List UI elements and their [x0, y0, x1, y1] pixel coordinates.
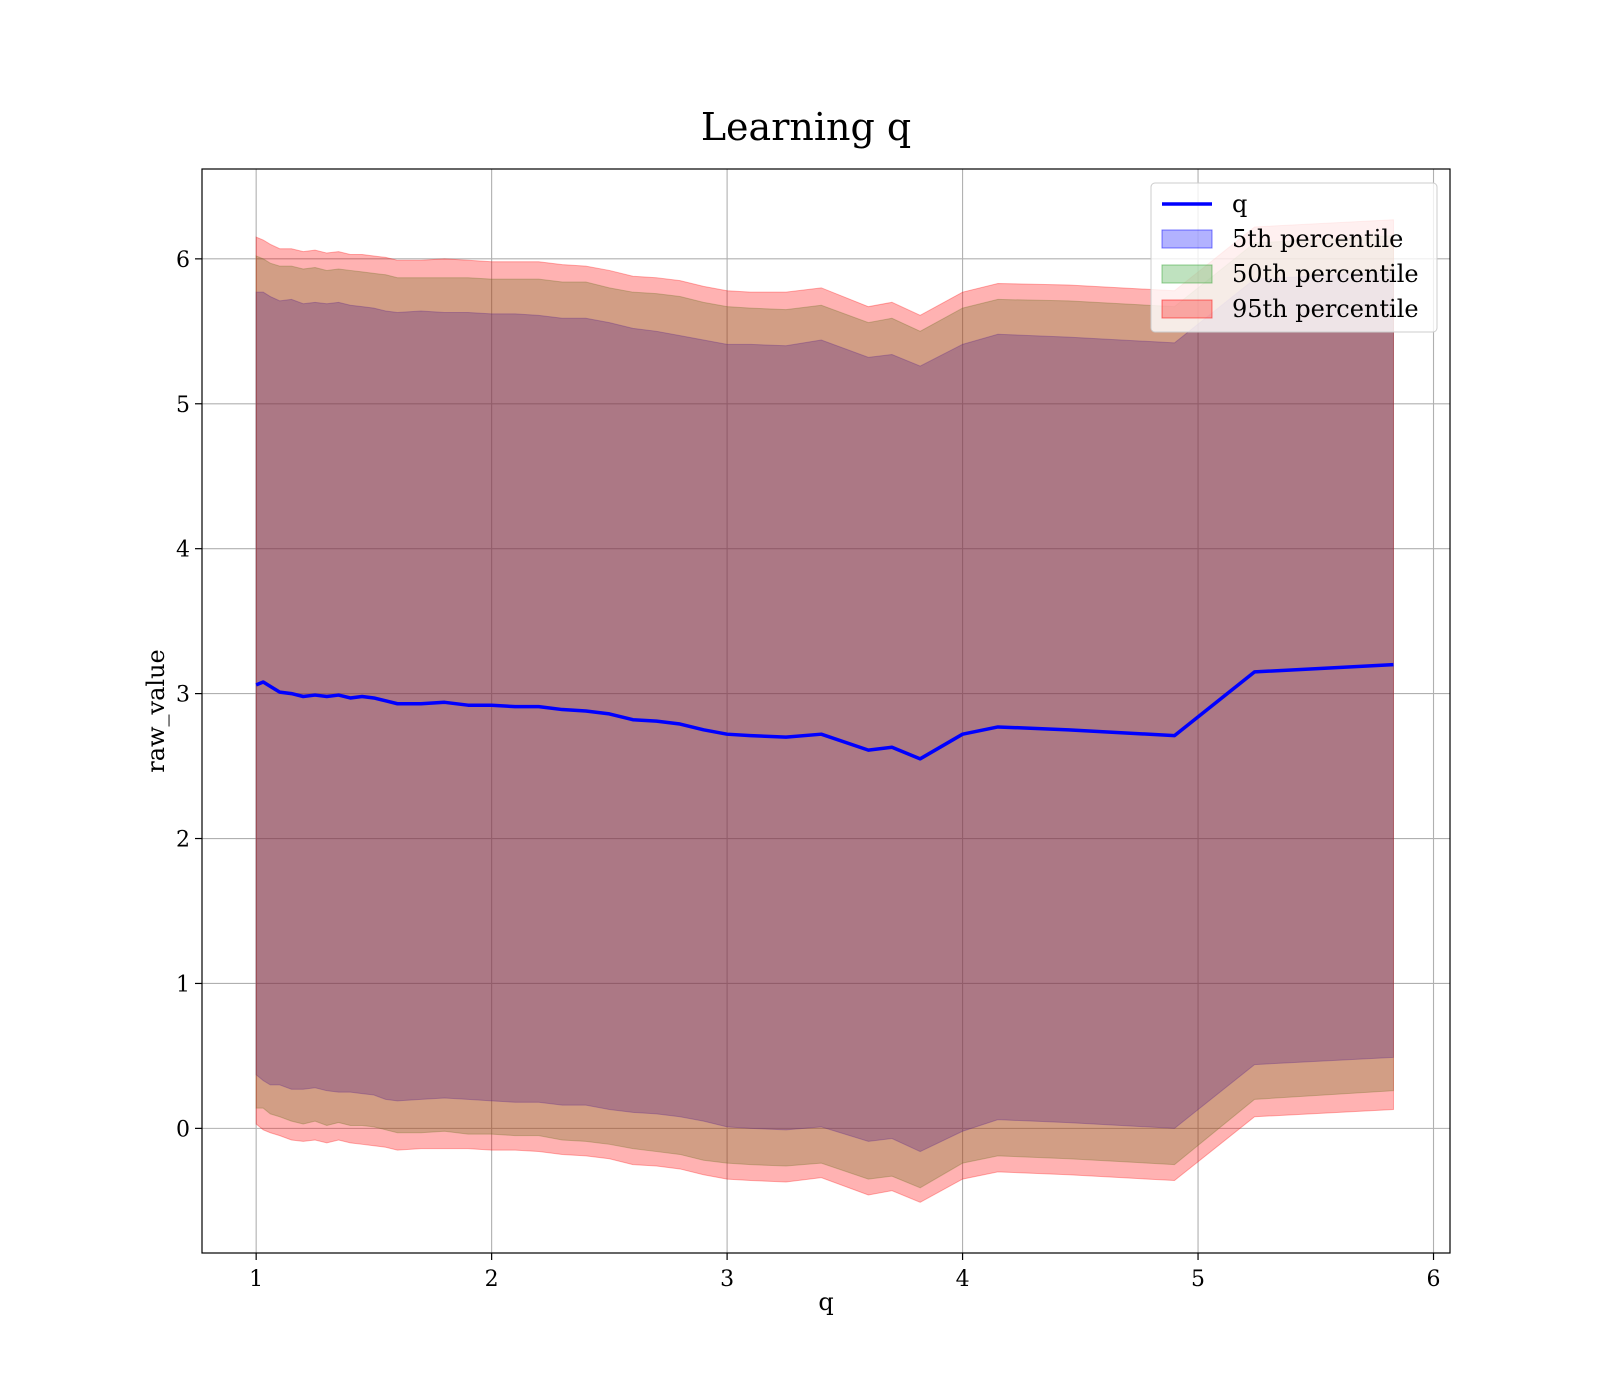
- y-tick-label: 4: [176, 538, 190, 563]
- axis-ticks: 1 2 3 4 5 6 0 1 2 3 4 5 6: [176, 248, 1441, 1292]
- plot-area-frame: [201, 168, 1451, 1254]
- band-5th-percentile: [255, 271, 1394, 1153]
- legend-swatch: [1161, 299, 1213, 319]
- y-tick-label: 5: [176, 393, 190, 418]
- legend-label: 50th percentile: [1232, 260, 1419, 288]
- x-tick-label: 4: [956, 1267, 970, 1292]
- x-tick-label: 3: [720, 1267, 734, 1292]
- legend-label: q: [1232, 190, 1247, 218]
- x-tick-label: 6: [1427, 1267, 1441, 1292]
- legend-items: q 5th percentile 50th percentile 95th perce…: [1161, 190, 1419, 323]
- legend-label: 5th percentile: [1232, 225, 1403, 253]
- y-tick-label: 6: [176, 248, 190, 273]
- y-tick-label: 0: [176, 1117, 190, 1142]
- chart-title: Learning q: [701, 105, 911, 149]
- x-tick-label: 1: [249, 1267, 263, 1292]
- x-tick-label: 5: [1191, 1267, 1205, 1292]
- series-lines: [255, 662, 1394, 761]
- band-50th-percentile: [255, 235, 1394, 1189]
- legend-swatch: [1161, 264, 1213, 284]
- legend-swatch: [1161, 229, 1213, 249]
- y-tick-label: 1: [176, 972, 190, 997]
- y-tick-label: 2: [176, 828, 190, 853]
- x-axis-label: q: [818, 1288, 833, 1316]
- percentile-bands: [255, 219, 1394, 1203]
- legend: q 5th percentile 50th percentile 95th perce…: [1150, 182, 1438, 333]
- y-axis-label: raw_value: [142, 649, 170, 773]
- legend-label: 95th percentile: [1232, 295, 1419, 323]
- band-95th-percentile: [255, 219, 1394, 1203]
- y-tick-label: 3: [176, 683, 190, 708]
- legend-box: [1150, 182, 1438, 333]
- line-series-q: [255, 662, 1394, 761]
- x-tick-label: 2: [485, 1267, 499, 1292]
